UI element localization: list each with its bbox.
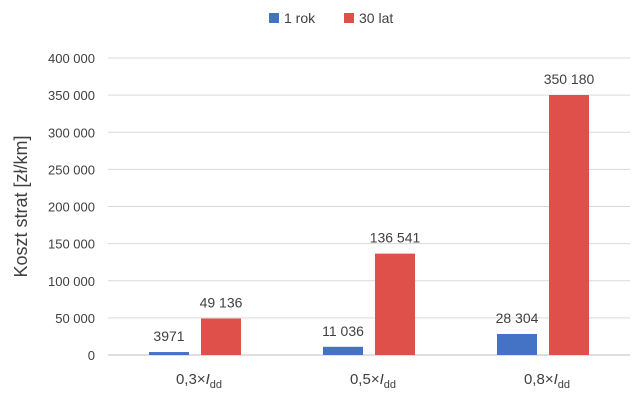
legend-swatch [269, 13, 279, 23]
bars [149, 94, 589, 356]
y-tick-label: 400 000 [48, 51, 95, 66]
data-label: 11 036 [322, 323, 364, 339]
x-category-label: 0,5×Idd [350, 371, 396, 391]
y-tick-label: 350 000 [48, 88, 95, 103]
data-label: 136 541 [370, 230, 421, 246]
legend-label: 1 rok [284, 10, 316, 26]
data-label: 28 304 [496, 310, 539, 326]
bar-series2 [201, 318, 241, 355]
data-label: 49 136 [200, 295, 243, 311]
x-axis-categories: 0,3×Idd 0,5×Idd 0,8×Idd [176, 371, 570, 391]
data-labels: 3971 49 136 11 036 136 541 28 304 350 180 [153, 71, 594, 344]
gridlines [108, 57, 630, 356]
y-tick-label: 250 000 [48, 162, 95, 177]
y-axis-label: Koszt strat [zł/km] [11, 135, 31, 277]
legend-label: 30 lat [359, 10, 393, 26]
y-tick-label: 50 000 [55, 311, 95, 326]
legend-swatch [344, 13, 354, 23]
bar-series2 [375, 253, 415, 355]
y-tick-label: 300 000 [48, 125, 95, 140]
data-label: 350 180 [544, 71, 595, 87]
y-tick-label: 100 000 [48, 274, 95, 289]
x-category-label: 0,8×Idd [524, 371, 570, 391]
y-tick-label: 0 [88, 348, 95, 363]
bar-series1 [149, 352, 189, 355]
bar-series1 [497, 333, 537, 355]
x-category-label: 0,3×Idd [176, 371, 222, 391]
bar-series2 [549, 94, 589, 356]
y-tick-label: 150 000 [48, 237, 95, 252]
legend: 1 rok 30 lat [269, 10, 393, 26]
data-label: 3971 [153, 328, 184, 344]
y-axis-ticks: 0 50 000 100 000 150 000 200 000 250 000 300 0… [48, 51, 95, 363]
bar-series1 [323, 346, 363, 355]
y-tick-label: 200 000 [48, 200, 95, 215]
